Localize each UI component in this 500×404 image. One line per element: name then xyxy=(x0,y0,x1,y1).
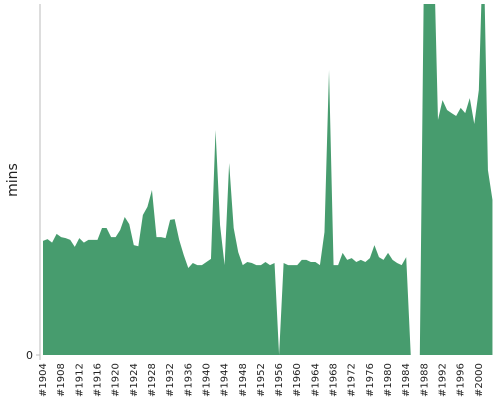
area xyxy=(43,4,493,355)
y-tick-label: 0 xyxy=(26,349,33,362)
x-tick-label: #1972 xyxy=(347,363,358,397)
x-tick-label: #1980 xyxy=(383,363,394,397)
x-tick-label: #1964 xyxy=(310,363,321,397)
x-tick-label: #1940 xyxy=(201,363,212,397)
x-tick-label: #1976 xyxy=(365,363,376,397)
x-tick-label: #1908 xyxy=(56,363,67,397)
x-tick-label: #1904 xyxy=(38,363,49,397)
x-tick-label: #1928 xyxy=(147,363,158,397)
x-tick-label: #1912 xyxy=(74,363,85,397)
x-tick-label: #1988 xyxy=(419,363,430,397)
x-tick-label: #1920 xyxy=(111,363,122,397)
x-tick-label: #1932 xyxy=(165,363,176,397)
x-tick-label: #1984 xyxy=(401,363,412,397)
y-axis-label: mins xyxy=(5,163,21,197)
x-tick-label: #1956 xyxy=(274,363,285,397)
x-tick-label: #1992 xyxy=(438,363,449,397)
x-tick-label: #1916 xyxy=(92,363,103,397)
x-tick-label: #1968 xyxy=(329,363,340,397)
x-tick-label: #1924 xyxy=(129,363,140,397)
x-tick-label: #1948 xyxy=(238,363,249,397)
x-tick-label: #2000 xyxy=(474,363,485,397)
x-tick-label: #1960 xyxy=(292,363,303,397)
x-tick-label: #1996 xyxy=(456,363,467,397)
x-tick-label: #1936 xyxy=(183,363,194,397)
x-tick-label: #1944 xyxy=(220,363,231,397)
x-tick-label: #1952 xyxy=(256,363,267,397)
